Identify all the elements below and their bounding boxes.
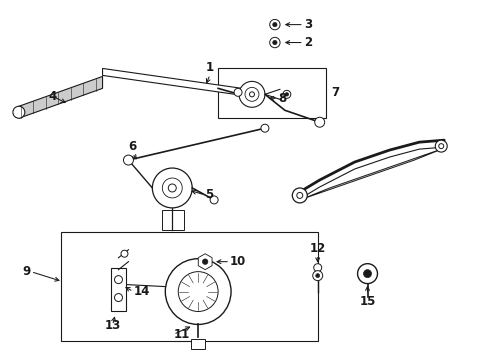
Text: 7: 7 bbox=[332, 86, 340, 99]
Circle shape bbox=[152, 168, 192, 208]
Circle shape bbox=[364, 270, 371, 278]
Circle shape bbox=[283, 90, 291, 98]
Circle shape bbox=[198, 255, 212, 268]
Bar bbox=[61, 232, 318, 341]
Circle shape bbox=[168, 184, 176, 192]
Circle shape bbox=[249, 92, 254, 97]
Text: 13: 13 bbox=[104, 319, 121, 332]
Circle shape bbox=[273, 22, 277, 27]
Circle shape bbox=[435, 140, 447, 152]
Bar bbox=[111, 268, 126, 311]
Circle shape bbox=[439, 144, 444, 149]
Text: 10: 10 bbox=[230, 255, 246, 268]
Circle shape bbox=[313, 271, 323, 280]
Circle shape bbox=[314, 264, 322, 272]
Text: 2: 2 bbox=[304, 36, 312, 49]
Polygon shape bbox=[300, 148, 444, 200]
Circle shape bbox=[270, 37, 280, 48]
Circle shape bbox=[270, 19, 280, 30]
Text: 12: 12 bbox=[310, 242, 326, 255]
Text: 8: 8 bbox=[278, 92, 286, 105]
Circle shape bbox=[115, 276, 122, 284]
Text: 4: 4 bbox=[49, 90, 57, 103]
Circle shape bbox=[234, 88, 242, 96]
Circle shape bbox=[202, 259, 208, 265]
Text: 15: 15 bbox=[359, 294, 376, 307]
Circle shape bbox=[297, 193, 303, 198]
Circle shape bbox=[210, 196, 218, 204]
Circle shape bbox=[165, 259, 231, 324]
Circle shape bbox=[316, 274, 319, 278]
Circle shape bbox=[358, 264, 377, 284]
Circle shape bbox=[239, 81, 265, 107]
Circle shape bbox=[115, 293, 122, 302]
Circle shape bbox=[13, 106, 25, 118]
Circle shape bbox=[315, 117, 325, 127]
Circle shape bbox=[123, 155, 133, 165]
Bar bbox=[162, 210, 184, 230]
Text: 3: 3 bbox=[304, 18, 312, 31]
Text: 9: 9 bbox=[23, 265, 31, 278]
Text: 14: 14 bbox=[133, 285, 150, 298]
Polygon shape bbox=[19, 76, 102, 118]
Circle shape bbox=[178, 272, 218, 311]
Circle shape bbox=[293, 188, 307, 203]
Circle shape bbox=[121, 250, 128, 257]
Circle shape bbox=[261, 124, 269, 132]
Circle shape bbox=[162, 178, 182, 198]
Polygon shape bbox=[102, 68, 242, 95]
Text: 11: 11 bbox=[173, 328, 190, 341]
Text: 6: 6 bbox=[128, 140, 137, 153]
Bar bbox=[218, 68, 326, 118]
Circle shape bbox=[285, 93, 289, 96]
Text: 1: 1 bbox=[206, 62, 214, 75]
Bar bbox=[191, 339, 205, 349]
Polygon shape bbox=[198, 254, 212, 270]
Text: 5: 5 bbox=[205, 188, 214, 202]
Circle shape bbox=[245, 87, 259, 101]
Circle shape bbox=[273, 40, 277, 45]
